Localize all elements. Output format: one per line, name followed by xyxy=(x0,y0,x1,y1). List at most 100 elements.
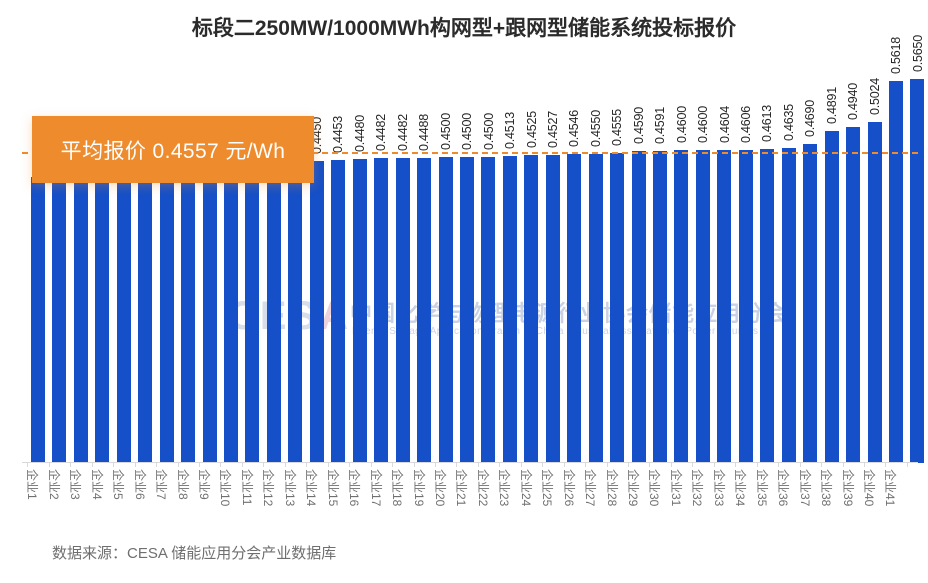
x-axis-tick xyxy=(799,463,801,467)
bar-value-label: 0.4527 xyxy=(545,111,560,149)
x-axis-label-text: 企业22 xyxy=(475,469,490,507)
bar[interactable] xyxy=(116,172,131,463)
chart-title: 标段二250MW/1000MWh构网型+跟网型储能系统投标报价 xyxy=(191,17,737,40)
x-axis-tick xyxy=(349,463,351,467)
x-axis-label-text: 企业37 xyxy=(797,469,812,507)
bar[interactable] xyxy=(674,150,689,463)
bar[interactable] xyxy=(738,149,753,463)
bar[interactable] xyxy=(846,127,861,463)
bar[interactable] xyxy=(588,153,603,463)
bar[interactable] xyxy=(309,160,324,463)
bar[interactable] xyxy=(245,165,260,463)
bar[interactable] xyxy=(781,147,796,463)
bar[interactable] xyxy=(824,130,839,463)
bar-group: 0.4527 xyxy=(542,0,564,463)
x-axis-tick xyxy=(91,463,93,467)
x-axis-label-text: 企业39 xyxy=(840,469,855,507)
x-axis-tick xyxy=(434,463,436,467)
bar-group: 0.4328 xyxy=(156,0,178,463)
average-price-label: 平均报价 0.4557 元/Wh xyxy=(60,139,286,163)
bar[interactable] xyxy=(610,153,625,463)
bar[interactable] xyxy=(352,158,367,463)
x-axis-label-text: 企业10 xyxy=(218,469,233,507)
bar-group: 0.4513 xyxy=(499,0,521,463)
bar[interactable] xyxy=(395,158,410,463)
bar[interactable] xyxy=(502,156,517,463)
bar[interactable] xyxy=(567,154,582,463)
bar[interactable] xyxy=(867,121,882,463)
bar-group: 0.5024 xyxy=(864,0,886,463)
bar[interactable] xyxy=(717,150,732,463)
bar-value-label: 0.4488 xyxy=(417,113,432,151)
bar-group: 0.4488 xyxy=(414,0,436,463)
bar[interactable] xyxy=(545,155,560,463)
bar-group: 0.4277 xyxy=(70,0,92,463)
x-axis-label-text: 企业4 xyxy=(89,469,104,500)
bar-group: 0.4600 xyxy=(692,0,714,463)
bar[interactable] xyxy=(459,157,474,463)
x-axis-label-text: 企业5 xyxy=(111,469,126,500)
x-axis-tick xyxy=(327,463,329,467)
x-axis-label-text: 企业6 xyxy=(132,469,147,500)
x-axis-label-text: 企业25 xyxy=(540,469,555,507)
bar[interactable] xyxy=(417,157,432,463)
bar[interactable] xyxy=(52,172,67,463)
bar[interactable] xyxy=(95,172,110,463)
x-axis-label-text: 企业12 xyxy=(261,469,276,507)
x-axis-tick xyxy=(177,463,179,467)
bar-value-label: 0.4482 xyxy=(374,114,389,152)
bar-group: 0.4335 xyxy=(178,0,200,463)
x-axis-tick xyxy=(263,463,265,467)
bar-value-label: 0.4690 xyxy=(803,100,818,138)
bar[interactable] xyxy=(159,168,174,463)
bar-group: 0.4482 xyxy=(371,0,393,463)
x-axis-tick xyxy=(842,463,844,467)
bar[interactable] xyxy=(266,165,281,463)
bar[interactable] xyxy=(374,158,389,463)
x-axis-label-text: 企业33 xyxy=(711,469,726,507)
bar-value-label: 0.4590 xyxy=(631,106,646,145)
bar[interactable] xyxy=(331,160,346,463)
bar[interactable] xyxy=(30,177,45,463)
bar-group: 0.4450 xyxy=(306,0,328,463)
bar[interactable] xyxy=(138,169,153,463)
x-axis-label-text: 企业19 xyxy=(411,469,426,507)
x-axis-label-text: 企业40 xyxy=(861,469,876,507)
bar[interactable] xyxy=(438,157,453,463)
x-axis-tick xyxy=(456,463,458,467)
bar-group: 0.4635 xyxy=(778,0,800,463)
bar-value-label: 0.4613 xyxy=(760,105,775,143)
bar[interactable] xyxy=(888,81,903,463)
bar[interactable] xyxy=(202,168,217,463)
bar-group: 0.5650 xyxy=(907,0,928,463)
x-axis-tick xyxy=(585,463,587,467)
bar[interactable] xyxy=(481,157,496,463)
bar-value-label: 0.4550 xyxy=(588,109,603,147)
bar[interactable] xyxy=(653,150,668,463)
bar[interactable] xyxy=(760,149,775,463)
bar[interactable] xyxy=(288,163,303,463)
x-axis-label-text: 企业21 xyxy=(454,469,469,507)
bar-group: 0.4280 xyxy=(113,0,135,463)
x-axis-tick xyxy=(241,463,243,467)
x-axis-label-text: 企业14 xyxy=(304,469,319,507)
bar[interactable] xyxy=(181,168,196,463)
bar[interactable] xyxy=(910,79,925,463)
bar[interactable] xyxy=(803,144,818,463)
bar[interactable] xyxy=(224,167,239,463)
bar-group: 0.4280 xyxy=(92,0,114,463)
bar[interactable] xyxy=(695,150,710,463)
bar[interactable] xyxy=(631,151,646,463)
bar-group: 0.4500 xyxy=(456,0,478,463)
bar-group: 0.4891 xyxy=(821,0,843,463)
bar[interactable] xyxy=(524,155,539,463)
bar-group: 0.4525 xyxy=(521,0,543,463)
bar-group: 0.4690 xyxy=(800,0,822,463)
bar-value-label: 0.4480 xyxy=(352,114,367,152)
bar-group: 0.4606 xyxy=(735,0,757,463)
bar-group: 0.4500 xyxy=(478,0,500,463)
bar[interactable] xyxy=(73,172,88,463)
x-axis-line xyxy=(22,462,918,463)
bar-value-label: 0.4525 xyxy=(524,111,539,149)
